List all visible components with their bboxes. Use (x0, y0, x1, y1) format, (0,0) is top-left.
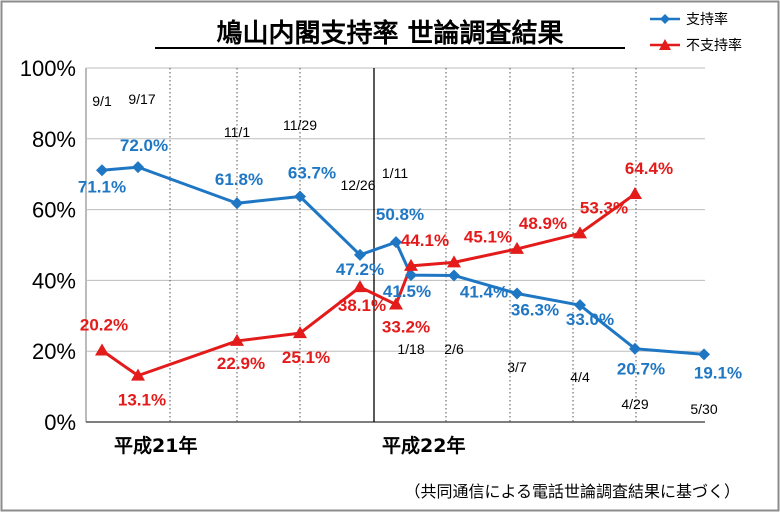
nonsupport-point (573, 226, 587, 239)
y-tick-label: 80% (32, 127, 76, 152)
legend-triangle-icon (659, 39, 671, 50)
y-tick-label: 20% (32, 339, 76, 364)
date-labels: 9/1 9/17 11/1 11/29 12/26 1/11 1/18 2/6 3/7 4/4 4/… (92, 91, 718, 417)
support-value-label: 50.8% (376, 205, 424, 224)
nonsupport-point (293, 326, 307, 339)
support-point (405, 269, 417, 282)
nonsupport-value-label: 38.1% (338, 296, 386, 315)
legend-diamond-icon (660, 14, 670, 24)
support-value-label: 41.5% (383, 282, 431, 301)
support-point (132, 161, 144, 174)
nonsupport-value-label: 25.1% (282, 348, 330, 367)
plot-area (85, 68, 705, 423)
series-markers (95, 161, 710, 381)
gridlines (86, 67, 705, 422)
nonsupport-value-label: 45.1% (464, 227, 512, 246)
support-value-label: 20.7% (617, 360, 665, 379)
chart-title: 鳩山内閣支持率 世論調査結果 (216, 18, 563, 49)
support-point (96, 164, 108, 177)
legend-nonsupport-label: 不支持率 (686, 37, 742, 54)
nonsupport-value-label: 20.2% (80, 315, 128, 334)
nonsupport-point (447, 255, 461, 268)
era-label-h21: 平成21年 (114, 434, 197, 457)
support-value-label: 41.4% (460, 282, 508, 301)
date-label: 9/17 (128, 91, 155, 107)
y-axis-ticks: 0% 20% 40% 60% 80% 100% (20, 56, 76, 435)
date-label: 1/18 (397, 341, 424, 357)
date-label: 1/11 (382, 165, 408, 181)
nonsupport-value-label: 33.2% (382, 317, 430, 336)
date-label: 4/4 (570, 369, 590, 385)
legend: 支持率 不支持率 (650, 11, 742, 54)
support-point (294, 190, 306, 203)
y-tick-label: 100% (20, 56, 76, 81)
nonsupport-value-label: 48.9% (519, 214, 567, 233)
date-label: 9/1 (92, 93, 112, 109)
source-note: （共同通信による電話世論調査結果に基づく） (404, 482, 740, 501)
nonsupport-point (230, 333, 244, 346)
nonsupport-point (353, 280, 367, 293)
support-point (231, 197, 243, 210)
date-label: 11/29 (283, 117, 317, 133)
support-value-label: 33.0% (566, 310, 614, 329)
nonsupport-value-label: 53.3% (580, 198, 628, 217)
support-value-label: 47.2% (336, 260, 384, 279)
y-tick-label: 60% (32, 198, 76, 223)
nonsupport-point (95, 343, 109, 356)
y-tick-label: 0% (44, 410, 76, 435)
support-point (698, 348, 710, 361)
support-value-label: 61.8% (215, 170, 263, 189)
support-point (574, 299, 586, 312)
nonsupport-point (510, 241, 524, 254)
nonsupport-value-label: 64.4% (625, 159, 673, 178)
support-point (511, 287, 523, 300)
nonsupport-point (404, 258, 418, 271)
support-value-label: 36.3% (511, 300, 559, 319)
support-value-label: 71.1% (78, 177, 126, 196)
support-value-label: 63.7% (288, 164, 336, 183)
support-point (448, 269, 460, 282)
data-labels: 71.1% 72.0% 61.8% 63.7% 47.2% 50.8% 41.5% 41.4%… (78, 136, 742, 410)
date-label: 11/1 (224, 124, 250, 140)
era-label-h22: 平成22年 (382, 434, 465, 457)
date-label: 4/29 (621, 396, 648, 412)
nonsupport-point (389, 297, 403, 310)
nonsupport-point (131, 368, 145, 381)
date-label: 3/7 (507, 359, 527, 375)
support-value-label: 72.0% (120, 136, 168, 155)
nonsupport-value-label: 44.1% (401, 231, 449, 250)
date-label: 5/30 (690, 401, 717, 417)
nonsupport-value-label: 13.1% (118, 391, 166, 410)
support-point (354, 248, 366, 261)
support-point (390, 236, 402, 249)
legend-support-label: 支持率 (686, 11, 728, 28)
support-point (629, 342, 641, 355)
support-series-line (101, 165, 705, 356)
date-label: 12/26 (340, 177, 375, 193)
date-label: 2/6 (444, 341, 464, 357)
support-value-label: 19.1% (694, 363, 742, 382)
nonsupport-value-label: 22.9% (217, 354, 265, 373)
nonsupport-point (628, 187, 642, 200)
y-tick-label: 40% (32, 268, 76, 293)
